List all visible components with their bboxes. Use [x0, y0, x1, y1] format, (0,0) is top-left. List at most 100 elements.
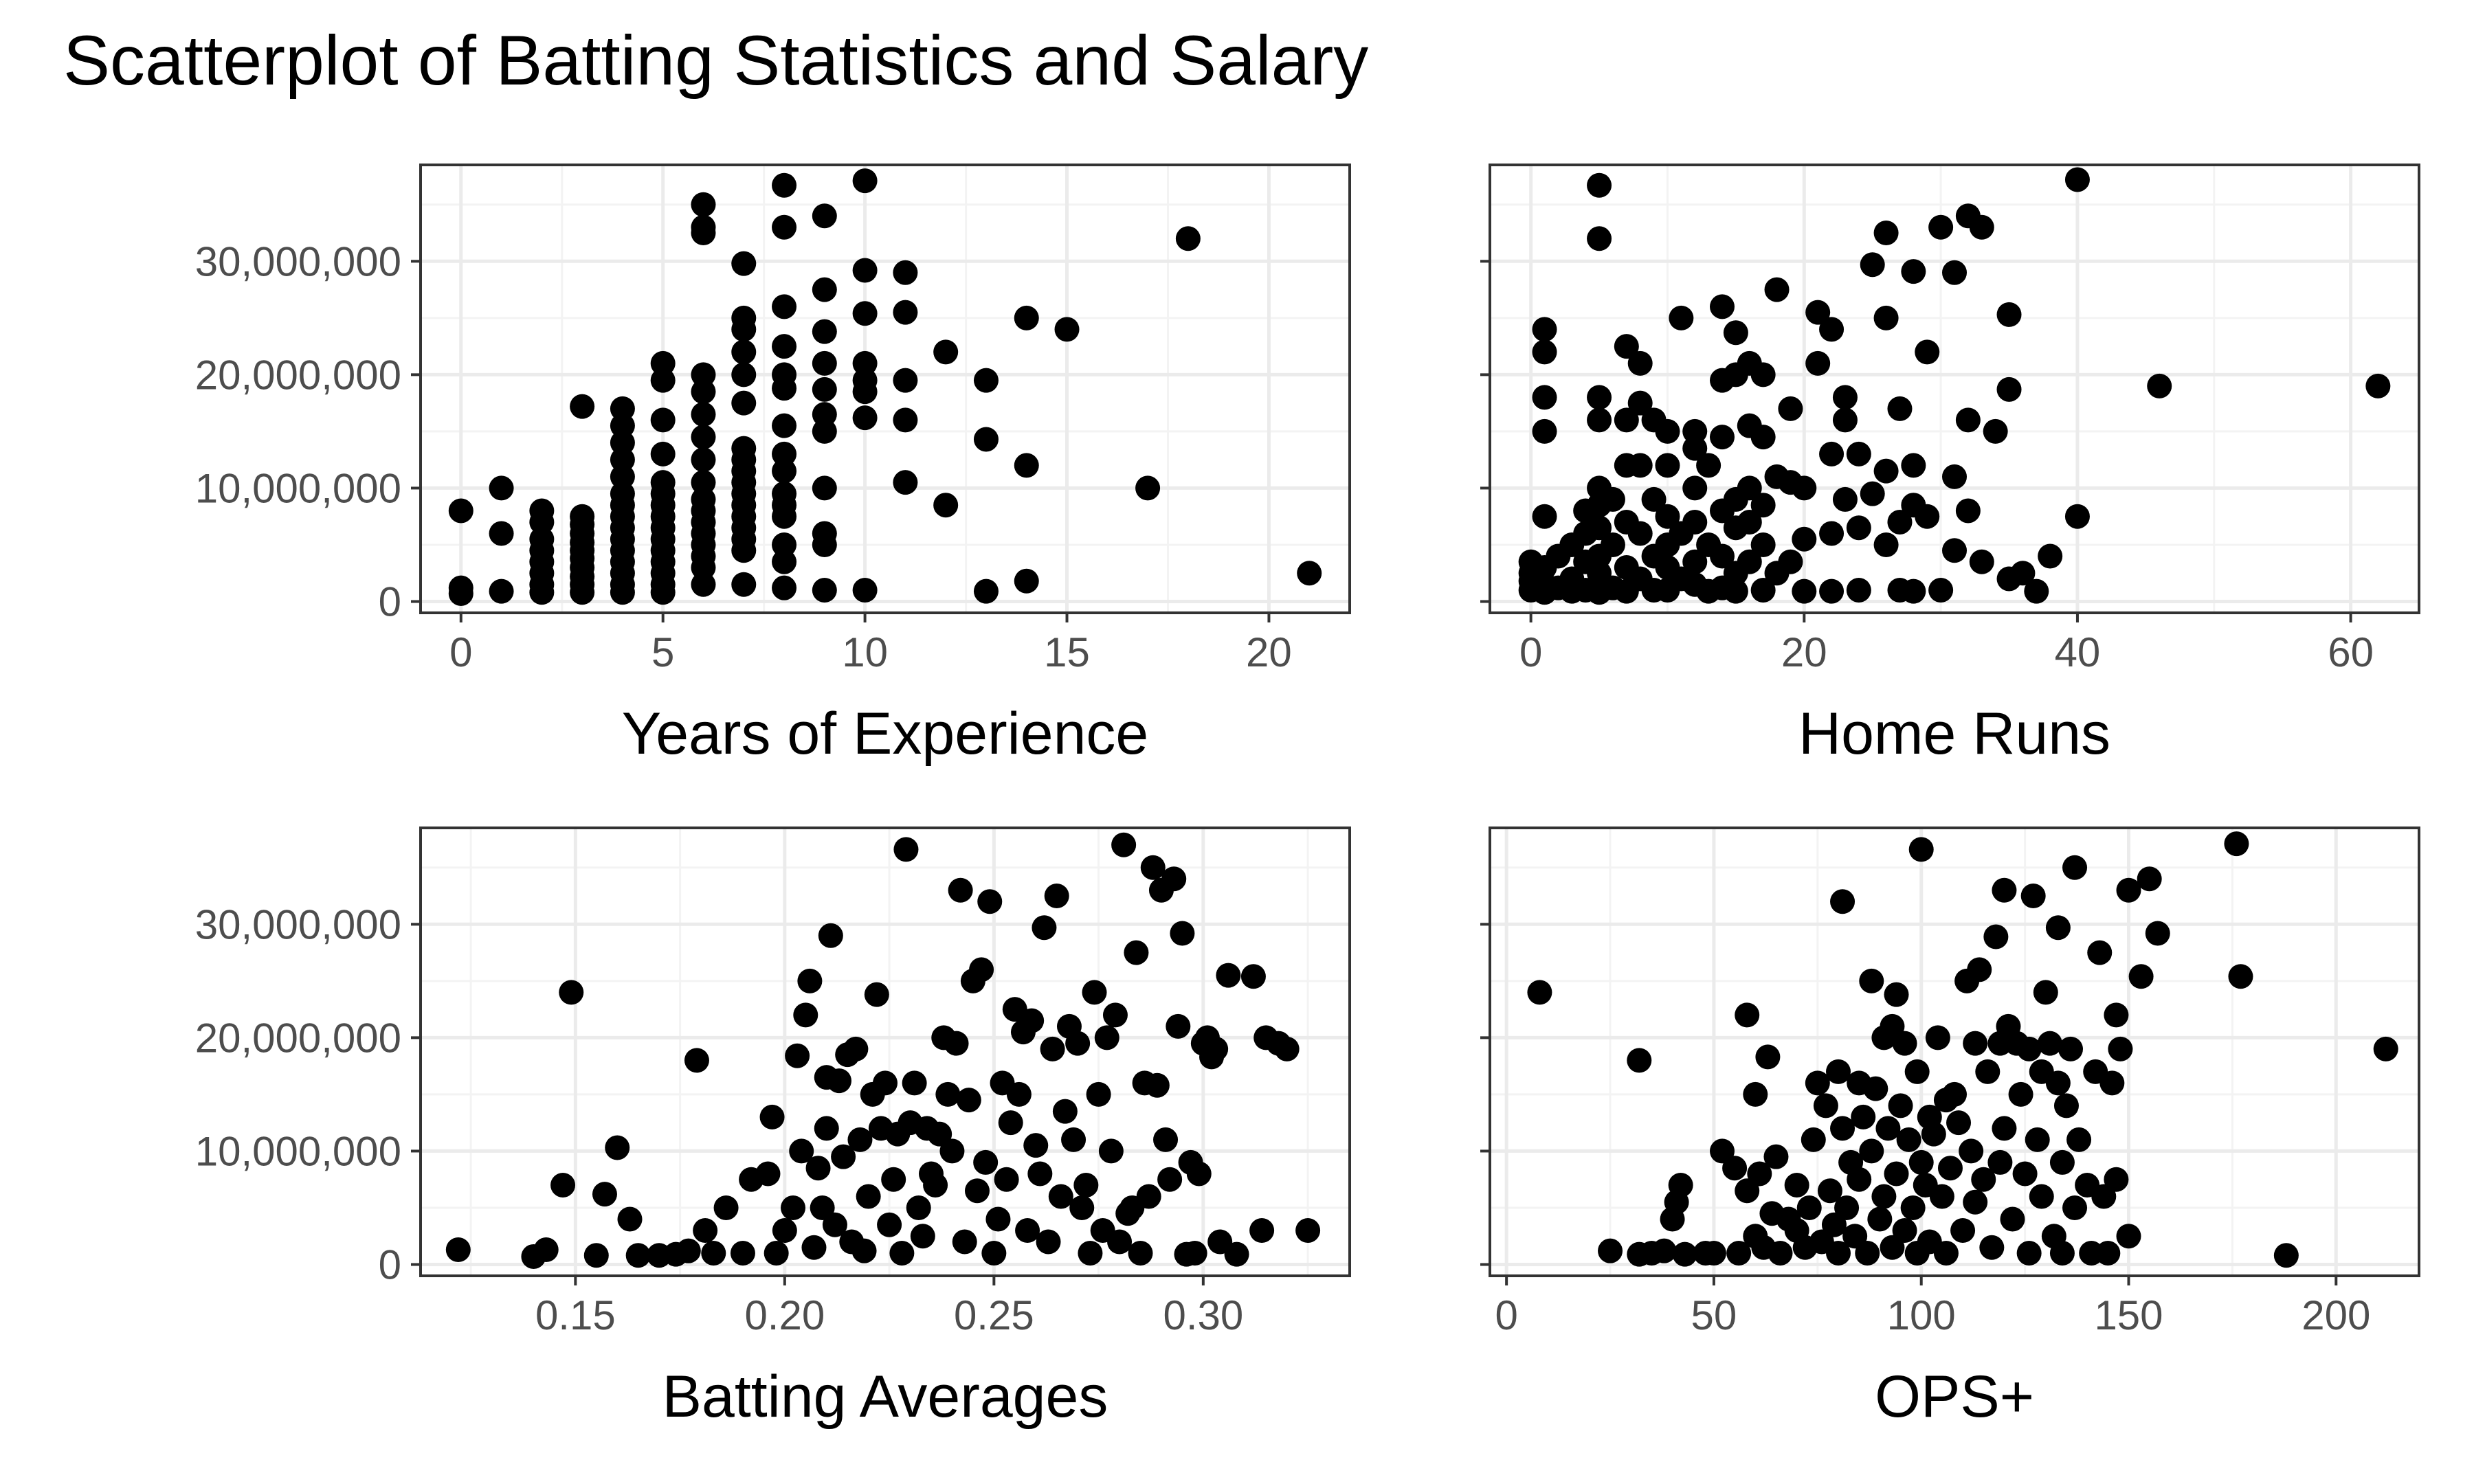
- data-point: [1867, 1206, 1893, 1232]
- x-axis-title: OPS+: [1875, 1364, 2034, 1430]
- data-point: [1875, 1116, 1901, 1141]
- data-point: [1735, 1178, 1760, 1204]
- data-point: [1896, 1127, 1921, 1152]
- data-point: [831, 1144, 856, 1169]
- data-point: [691, 572, 716, 597]
- y-tick-label: 10,000,000: [195, 465, 401, 511]
- data-point: [1161, 866, 1187, 892]
- data-point: [1722, 1156, 1748, 1181]
- data-point: [1040, 1036, 1065, 1061]
- data-point: [1925, 1025, 1950, 1050]
- data-point: [843, 1036, 869, 1061]
- y-tick-label: 10,000,000: [195, 1128, 401, 1174]
- data-point: [1682, 436, 1708, 461]
- data-point: [676, 1238, 701, 1263]
- data-point: [1153, 1127, 1179, 1152]
- data-point: [1672, 1241, 1697, 1267]
- data-point: [1963, 1189, 1988, 1215]
- x-tick-label: 150: [2094, 1292, 2163, 1338]
- data-point: [852, 168, 878, 194]
- data-point: [1587, 385, 1612, 410]
- x-tick-label: 0.30: [1163, 1292, 1243, 1338]
- data-point: [812, 532, 837, 557]
- data-point: [2062, 855, 2088, 880]
- data-point: [1140, 855, 1166, 880]
- data-point: [1819, 317, 1845, 342]
- data-point: [713, 1195, 739, 1220]
- data-point: [1170, 921, 1195, 946]
- data-point: [701, 1240, 726, 1266]
- data-point: [906, 1195, 931, 1220]
- data-point: [731, 538, 757, 563]
- data-point: [2062, 1195, 2088, 1220]
- data-point: [1904, 1059, 1930, 1084]
- data-point: [625, 1243, 651, 1268]
- data-point: [910, 1224, 935, 1249]
- data-point: [1996, 302, 2022, 327]
- data-point: [1135, 475, 1161, 501]
- data-point: [939, 1138, 965, 1164]
- data-point: [2045, 915, 2071, 941]
- x-tick-label: 20: [1781, 629, 1827, 675]
- data-point: [1175, 226, 1201, 251]
- data-point: [2012, 1161, 2038, 1187]
- data-point: [1892, 1217, 1917, 1243]
- data-point: [1627, 390, 1653, 416]
- data-point: [1710, 543, 1735, 569]
- data-point: [2145, 921, 2170, 946]
- y-tick-label: 30,000,000: [195, 238, 401, 284]
- data-point: [964, 1178, 990, 1204]
- data-point: [1737, 475, 1762, 501]
- data-point: [2016, 1240, 2042, 1266]
- data-point: [1032, 915, 1057, 941]
- data-point: [1750, 362, 1776, 387]
- data-point: [489, 521, 514, 546]
- data-point: [1750, 493, 1776, 518]
- data-point: [1873, 458, 1899, 484]
- x-tick-label: 10: [842, 629, 888, 675]
- data-point: [1723, 578, 1748, 604]
- data-point: [856, 1184, 881, 1209]
- data-point: [1527, 980, 1552, 1005]
- data-point: [1743, 1081, 1768, 1107]
- data-point: [1750, 425, 1776, 450]
- data-point: [2000, 1206, 2025, 1232]
- data-point: [2037, 1031, 2062, 1056]
- data-point: [1892, 1031, 1917, 1056]
- data-point: [1627, 521, 1653, 546]
- data-point: [1682, 509, 1708, 535]
- data-point: [2008, 1081, 2033, 1107]
- data-point: [1111, 832, 1137, 857]
- data-point: [1992, 877, 2017, 903]
- data-point: [2099, 1070, 2125, 1096]
- data-point: [852, 577, 878, 603]
- data-point: [1701, 1240, 1726, 1266]
- data-point: [1054, 317, 1080, 342]
- data-point: [772, 294, 797, 319]
- data-point: [1061, 1127, 1086, 1152]
- data-point: [1942, 464, 1967, 489]
- data-point: [772, 575, 797, 600]
- data-point: [1830, 1116, 1855, 1141]
- x-tick-label: 0: [1495, 1292, 1517, 1338]
- data-point: [852, 350, 878, 376]
- data-point: [1847, 1167, 1872, 1192]
- data-point: [902, 1070, 927, 1096]
- data-point: [1942, 538, 1967, 563]
- data-point: [550, 1172, 576, 1198]
- data-point: [1297, 561, 1322, 586]
- data-point: [1750, 532, 1776, 557]
- data-point: [1710, 1138, 1735, 1164]
- data-point: [559, 980, 584, 1005]
- data-point: [1098, 1138, 1124, 1164]
- data-point: [1755, 1044, 1781, 1070]
- data-point: [1274, 1036, 1300, 1061]
- data-point: [1887, 396, 1913, 421]
- data-point: [881, 1167, 906, 1192]
- data-point: [1216, 963, 1241, 988]
- data-point: [2228, 964, 2253, 989]
- data-point: [1015, 1217, 1040, 1243]
- data-point: [1532, 418, 1557, 444]
- data-point: [893, 837, 919, 862]
